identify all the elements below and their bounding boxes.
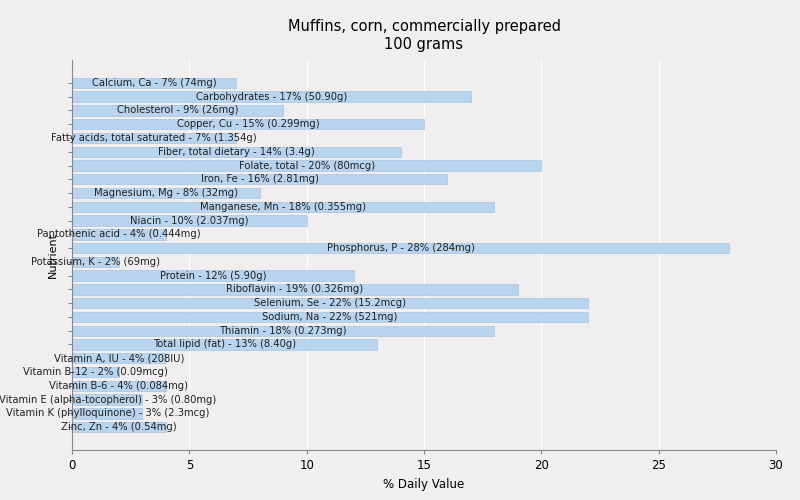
Bar [72, 353, 166, 364]
Text: Sodium, Na - 22% (521mg): Sodium, Na - 22% (521mg) [262, 312, 398, 322]
Bar [72, 216, 306, 226]
Bar [72, 394, 142, 404]
Text: Vitamin B-6 - 4% (0.084mg): Vitamin B-6 - 4% (0.084mg) [50, 381, 189, 391]
Title: Muffins, corn, commercially prepared
100 grams: Muffins, corn, commercially prepared 100… [287, 20, 561, 52]
Bar [72, 202, 494, 212]
Text: Vitamin E (alpha-tocopherol) - 3% (0.80mg): Vitamin E (alpha-tocopherol) - 3% (0.80m… [0, 394, 216, 404]
Text: Vitamin B-12 - 2% (0.09mcg): Vitamin B-12 - 2% (0.09mcg) [23, 367, 168, 377]
Text: Total lipid (fat) - 13% (8.40g): Total lipid (fat) - 13% (8.40g) [153, 340, 296, 349]
Text: Fiber, total dietary - 14% (3.4g): Fiber, total dietary - 14% (3.4g) [158, 146, 314, 156]
Text: Thiamin - 18% (0.273mg): Thiamin - 18% (0.273mg) [219, 326, 347, 336]
Text: Vitamin K (phylloquinone) - 3% (2.3mcg): Vitamin K (phylloquinone) - 3% (2.3mcg) [6, 408, 209, 418]
Bar [72, 284, 518, 294]
Text: Copper, Cu - 15% (0.299mg): Copper, Cu - 15% (0.299mg) [177, 119, 319, 129]
Bar [72, 408, 142, 418]
Bar [72, 146, 401, 157]
Text: Magnesium, Mg - 8% (32mg): Magnesium, Mg - 8% (32mg) [94, 188, 238, 198]
Text: Potassium, K - 2% (69mg): Potassium, K - 2% (69mg) [31, 257, 160, 267]
Text: Selenium, Se - 22% (15.2mcg): Selenium, Se - 22% (15.2mcg) [254, 298, 406, 308]
Bar [72, 106, 283, 116]
Text: Protein - 12% (5.90g): Protein - 12% (5.90g) [159, 270, 266, 280]
Text: Niacin - 10% (2.037mg): Niacin - 10% (2.037mg) [130, 216, 249, 226]
Y-axis label: Nutrient: Nutrient [47, 232, 58, 278]
Bar [72, 256, 119, 267]
Bar [72, 312, 588, 322]
Text: Calcium, Ca - 7% (74mg): Calcium, Ca - 7% (74mg) [92, 78, 217, 88]
Text: Cholesterol - 9% (26mg): Cholesterol - 9% (26mg) [117, 106, 238, 116]
Text: Riboflavin - 19% (0.326mg): Riboflavin - 19% (0.326mg) [226, 284, 363, 294]
Bar [72, 119, 424, 130]
Text: Fatty acids, total saturated - 7% (1.354g): Fatty acids, total saturated - 7% (1.354… [51, 133, 257, 143]
Bar [72, 298, 588, 308]
Text: Manganese, Mn - 18% (0.355mg): Manganese, Mn - 18% (0.355mg) [200, 202, 366, 212]
Bar [72, 380, 166, 391]
Text: Pantothenic acid - 4% (0.444mg): Pantothenic acid - 4% (0.444mg) [37, 230, 201, 239]
Text: Iron, Fe - 16% (2.81mg): Iron, Fe - 16% (2.81mg) [201, 174, 318, 184]
Text: Carbohydrates - 17% (50.90g): Carbohydrates - 17% (50.90g) [196, 92, 347, 102]
Bar [72, 92, 471, 102]
Bar [72, 78, 236, 88]
Bar [72, 367, 119, 377]
Text: Zinc, Zn - 4% (0.54mg): Zinc, Zn - 4% (0.54mg) [61, 422, 177, 432]
Bar [72, 133, 236, 143]
Text: Phosphorus, P - 28% (284mg): Phosphorus, P - 28% (284mg) [326, 243, 474, 253]
Text: Vitamin A, IU - 4% (208IU): Vitamin A, IU - 4% (208IU) [54, 354, 184, 364]
Bar [72, 340, 377, 349]
X-axis label: % Daily Value: % Daily Value [383, 478, 465, 490]
Bar [72, 188, 260, 198]
Text: Folate, total - 20% (80mcg): Folate, total - 20% (80mcg) [238, 160, 374, 170]
Bar [72, 243, 729, 254]
Bar [72, 422, 166, 432]
Bar [72, 270, 354, 281]
Bar [72, 160, 542, 170]
Bar [72, 326, 494, 336]
Bar [72, 174, 447, 184]
Bar [72, 229, 166, 239]
